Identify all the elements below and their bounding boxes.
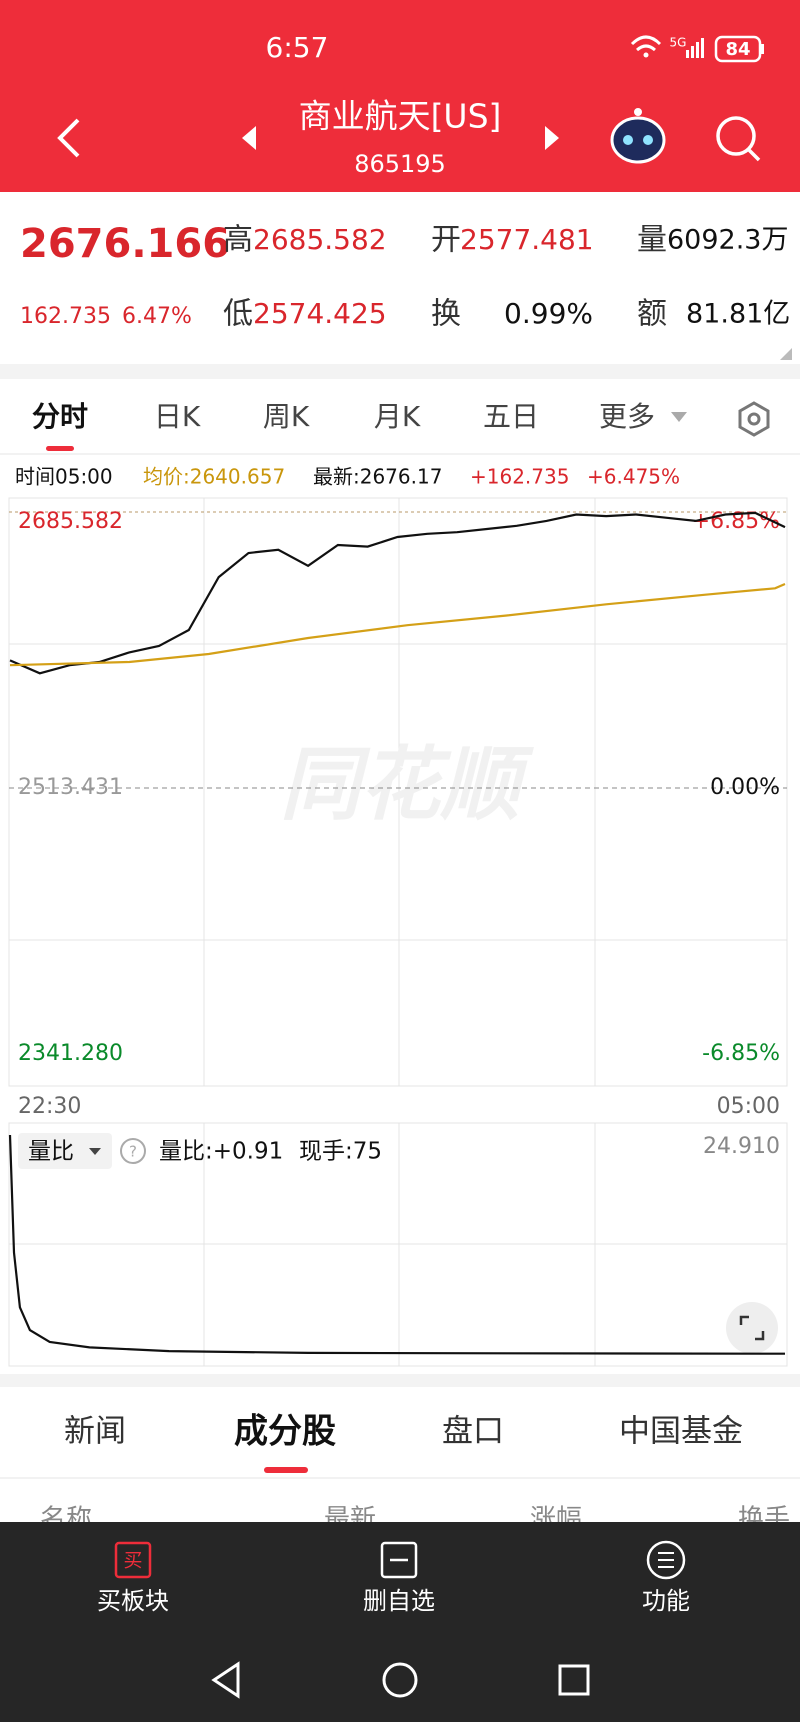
watermark: 同花顺	[280, 738, 534, 831]
y-tick-label: 24.910	[703, 1134, 780, 1159]
buy-icon: 买	[123, 1550, 142, 1572]
tab[interactable]: 周K	[263, 400, 310, 433]
network-type: 5G	[670, 36, 687, 50]
remove-watchlist-button[interactable]	[380, 1541, 418, 1579]
nav-home[interactable]	[382, 1662, 418, 1698]
info-text: 时间05:00	[15, 465, 113, 489]
field-value: 6092.3万	[667, 225, 788, 256]
indicator-name: 量比	[28, 1139, 74, 1165]
series-line	[8, 1134, 786, 1355]
tab[interactable]: 新闻	[64, 1414, 126, 1450]
chart-grid	[9, 1123, 787, 1366]
field-label: 开	[431, 223, 461, 258]
assistant-button[interactable]	[610, 108, 666, 164]
function-button[interactable]	[646, 1540, 686, 1580]
tab-indicator	[46, 446, 74, 451]
header-bg	[0, 0, 800, 192]
readout: 量比:+0.91	[159, 1139, 283, 1165]
tab[interactable]: 日K	[154, 400, 201, 433]
field-label: 低	[223, 297, 253, 332]
field-value: 2574.425	[253, 297, 387, 330]
bottom-bar-label: 功能	[642, 1587, 690, 1615]
y-tick-label: 2685.582	[18, 509, 123, 534]
status-icons: 5G 84	[630, 36, 764, 63]
info-text: +6.475%	[587, 465, 680, 489]
tab[interactable]: 成分股	[234, 1412, 336, 1452]
tab-indicator	[264, 1467, 308, 1473]
field-value: 2685.582	[253, 223, 387, 256]
field-value: 81.81亿	[686, 299, 790, 330]
header-title: 商业航天[US]	[299, 97, 502, 136]
y-tick-label: 2513.431	[18, 775, 123, 800]
help-button[interactable]	[120, 1138, 146, 1164]
info-text: +162.735	[470, 465, 569, 489]
separator	[0, 1374, 800, 1387]
x-tick-label: 05:00	[717, 1094, 780, 1119]
field-label: 量	[637, 223, 667, 258]
y2-tick-label: 0.00%	[710, 775, 780, 800]
separator	[0, 364, 800, 379]
dropdown-arrow	[671, 412, 687, 422]
field-label: 高	[223, 223, 253, 258]
bottom-bar-label: 买板块	[97, 1587, 169, 1615]
clock: 6:57	[266, 31, 329, 64]
battery-level: 84	[725, 39, 750, 60]
back-button[interactable]	[57, 118, 80, 158]
field-label: 额	[637, 297, 667, 332]
field-value: 0.99%	[504, 297, 593, 330]
y-tick-label: 2341.280	[18, 1041, 123, 1066]
prev-button[interactable]	[242, 126, 256, 150]
nav-back[interactable]	[211, 1661, 240, 1699]
series-line	[9, 582, 786, 667]
header-code: 865195	[354, 150, 446, 178]
next-button[interactable]	[545, 126, 559, 150]
tab[interactable]: 月K	[374, 400, 421, 433]
bottom-bar	[0, 1522, 800, 1722]
dropdown-arrow	[89, 1148, 101, 1155]
price-change-pct: 6.47%	[122, 304, 192, 329]
tab[interactable]: 盘口	[442, 1414, 504, 1450]
last-price: 2676.166	[20, 221, 230, 267]
nav-recents[interactable]	[558, 1664, 590, 1696]
help-icon: ?	[129, 1143, 137, 1161]
search-button[interactable]	[716, 116, 761, 162]
expand-button[interactable]	[726, 1302, 778, 1354]
price-change: 162.735	[20, 304, 111, 329]
info-text: 均价:2640.657	[143, 465, 285, 489]
indicator-selector[interactable]	[18, 1133, 112, 1169]
x-tick-label: 22:30	[18, 1094, 81, 1119]
chart-frame	[8, 497, 788, 1087]
field-label: 换	[431, 297, 461, 332]
settings-button[interactable]	[738, 401, 770, 437]
tab[interactable]: 更多	[599, 400, 655, 433]
buy-button[interactable]: 买	[114, 1541, 152, 1579]
y2-tick-label: -6.85%	[702, 1041, 780, 1066]
collapse-corner[interactable]	[780, 348, 792, 360]
tab[interactable]: 中国基金	[619, 1414, 743, 1450]
field-value: 2577.481	[460, 223, 594, 256]
chart-grid	[9, 498, 787, 1086]
series-line	[9, 511, 786, 675]
y2-tick-label: +6.85%	[692, 509, 780, 534]
tab[interactable]: 分时	[32, 400, 88, 433]
readout: 现手:75	[299, 1139, 382, 1165]
info-text: 最新:2676.17	[313, 465, 442, 489]
bottom-bar-label: 删自选	[363, 1587, 435, 1615]
tab[interactable]: 五日	[483, 400, 539, 433]
